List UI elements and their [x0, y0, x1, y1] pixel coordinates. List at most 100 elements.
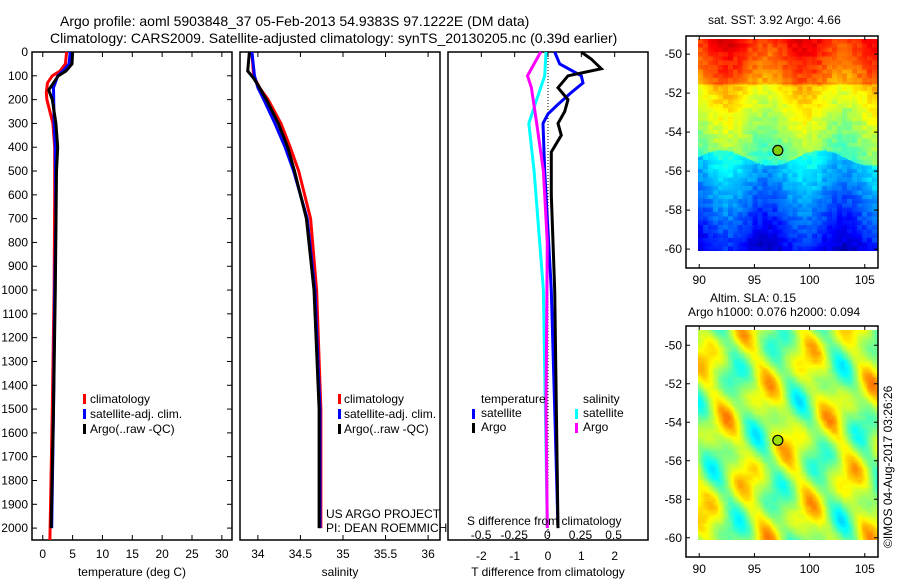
x-tick-label: 5 — [69, 547, 76, 561]
x-tick-label: 35 — [336, 547, 350, 561]
credit-label: ©IMOS 04-Aug-2017 03:26:26 — [881, 385, 895, 548]
y-tick-label: 600 — [8, 188, 28, 202]
y-tick-label: -56 — [665, 164, 683, 178]
x-tick-label: 36 — [421, 547, 435, 561]
x-tick-label: 10 — [96, 547, 110, 561]
project-label: US ARGO PROJECT — [326, 507, 441, 521]
series-line-satellite-adj-clim- — [250, 51, 322, 529]
y-tick-label: 1900 — [1, 497, 28, 511]
legend-argo: Argo(..raw -QC) — [344, 422, 429, 436]
legend-climatology-swatch — [338, 394, 341, 404]
y-tick-label: 500 — [8, 164, 28, 178]
y-tick-label: -60 — [665, 242, 683, 256]
x-tick-label: 105 — [855, 273, 875, 287]
sla-map-title-2: Argo h1000: 0.076 h2000: 0.094 — [688, 305, 860, 319]
legend-satellite-swatch — [338, 409, 341, 419]
y-tick-label: -54 — [665, 415, 683, 429]
legend-s-argo-swatch — [575, 423, 578, 433]
map-frame — [685, 325, 879, 558]
legend-satellite: satellite-adj. clim. — [344, 407, 436, 421]
x2-tick-label: 0.5 — [605, 528, 622, 542]
x-tick-label: 100 — [800, 562, 820, 576]
x-tick-label: 15 — [126, 547, 140, 561]
s-diff-axis-label: S difference from climatology — [467, 514, 622, 528]
plot-frame — [31, 51, 233, 541]
legend-s-satellite-swatch — [575, 409, 578, 419]
legend-s-satellite: satellite — [583, 406, 624, 420]
series-line-t-satellite — [541, 51, 585, 529]
legend-argo-swatch — [83, 424, 86, 434]
plot-frame — [239, 51, 441, 541]
x-tick-label: 2 — [611, 549, 618, 563]
x-tick-label: 1 — [578, 549, 585, 563]
map-frame — [685, 35, 879, 269]
y-tick-label: -58 — [665, 492, 683, 506]
legend-climatology: climatology — [90, 392, 150, 406]
title-line1: Argo profile: aoml 5903848_37 05-Feb-201… — [60, 13, 529, 29]
y-tick-label: -52 — [665, 377, 683, 391]
y-tick-label: 1100 — [2, 307, 28, 321]
y-tick-label: -50 — [665, 338, 683, 352]
y-tick-label: 2000 — [1, 521, 28, 535]
temperature-panel: 0 5 10 15 20 25 300100200300400500600700800900… — [1, 45, 233, 579]
y-tick-label: 400 — [8, 140, 28, 154]
legend-t-satellite-swatch — [472, 409, 475, 419]
x-axis-label: salinity — [322, 565, 359, 579]
legend-satellite-swatch — [83, 409, 86, 419]
x-tick-label: 0 — [39, 547, 46, 561]
y-tick-label: 300 — [8, 116, 28, 130]
y-tick-label: 1600 — [1, 426, 28, 440]
sst-map-title: sat. SST: 3.92 Argo: 4.66 — [708, 13, 841, 27]
x2-tick-label: 0 — [544, 528, 551, 542]
x-tick-label: 0 — [545, 549, 552, 563]
y-tick-label: -52 — [665, 86, 683, 100]
y-tick-label: 1000 — [1, 283, 28, 297]
legend-climatology: climatology — [344, 392, 404, 406]
pi-label: PI: DEAN ROEMMICH — [326, 521, 447, 535]
y-tick-label: 700 — [8, 212, 28, 226]
y-tick-label: -58 — [665, 203, 683, 217]
title-line2: Climatology: CARS2009. Satellite-adjuste… — [50, 30, 617, 46]
y-tick-label: 1200 — [1, 331, 28, 345]
x-tick-label: 34 — [251, 547, 265, 561]
y-tick-label: 1500 — [1, 402, 28, 416]
y-tick-label: 1800 — [1, 473, 28, 487]
legend-salinity-title: salinity — [583, 392, 620, 406]
series-line-climatology — [250, 51, 323, 529]
x-tick-label: -1 — [509, 549, 520, 563]
x-tick-label: 90 — [693, 562, 707, 576]
y-tick-label: -54 — [665, 125, 683, 139]
legend-s-argo: Argo — [583, 420, 609, 434]
x2-tick-label: -0.5 — [471, 528, 492, 542]
legend-t-argo-swatch — [472, 423, 475, 433]
series-line-argo-raw-qc- — [246, 51, 321, 529]
x-axis-label: T difference from climatology — [471, 565, 625, 579]
series-line-s-satellite — [527, 51, 549, 529]
x-tick-label: 30 — [215, 547, 229, 561]
x2-tick-label: 0.25 — [569, 528, 593, 542]
x-tick-label: 95 — [748, 562, 762, 576]
y-tick-label: 0 — [21, 45, 28, 59]
x-axis-label: temperature (deg C) — [78, 565, 186, 579]
legend-climatology-swatch — [83, 394, 86, 404]
x-tick-label: 34.5 — [289, 547, 313, 561]
y-tick-label: 1700 — [1, 450, 28, 464]
x-tick-label: 90 — [693, 273, 707, 287]
legend-argo-swatch — [338, 424, 341, 434]
x2-tick-label: -0.25 — [501, 528, 529, 542]
x-tick-label: -2 — [476, 549, 487, 563]
sla-map-title-1: Altim. SLA: 0.15 — [710, 291, 796, 305]
y-tick-label: 1300 — [1, 354, 28, 368]
series-line-s-argo — [525, 51, 549, 529]
legend-satellite: satellite-adj. clim. — [90, 407, 182, 421]
sla-map-panel: 90 95 100 105 -50 -52 -54 -56 -58 -60 — [665, 325, 879, 576]
y-tick-label: 200 — [8, 93, 28, 107]
sst-map-image — [698, 38, 878, 252]
y-tick-label: 1400 — [1, 378, 28, 392]
legend-t-satellite: satellite — [481, 406, 522, 420]
legend-t-argo: Argo — [481, 420, 507, 434]
salinity-panel: 34 34.5 35 35.5 36 salinity — [239, 51, 441, 579]
legend-argo: Argo(..raw -QC) — [90, 422, 175, 436]
